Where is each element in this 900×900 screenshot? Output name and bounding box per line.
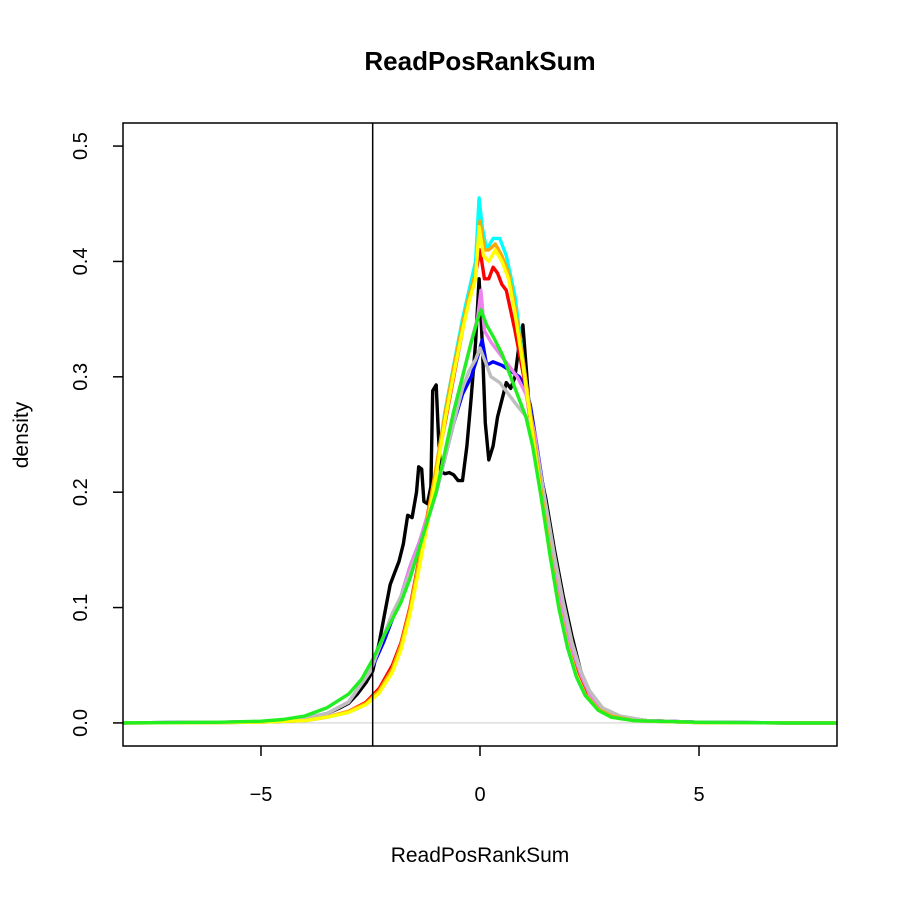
y-axis: 0.0 0.1 0.2 0.3 0.4 0.5 [70, 132, 123, 737]
series-line-5 [123, 346, 837, 725]
y-tick-label: 0.5 [70, 132, 92, 160]
series-line-9 [123, 308, 837, 725]
x-axis-label: ReadPosRankSum [391, 844, 570, 867]
series-layer [123, 196, 837, 725]
x-tick-label: 0 [474, 784, 485, 806]
x-tick-label: 5 [693, 784, 704, 806]
y-tick-label: 0.2 [70, 478, 92, 506]
series-line-2 [123, 338, 837, 725]
y-tick-label: 0.0 [70, 709, 92, 737]
x-axis: −5 0 5 [250, 746, 705, 806]
series-line-6 [123, 196, 837, 725]
y-tick-label: 0.3 [70, 363, 92, 391]
chart-title: ReadPosRankSum [364, 46, 595, 76]
y-axis-label: density [10, 401, 33, 468]
x-tick-label: −5 [250, 784, 273, 806]
series-line-4 [123, 288, 837, 725]
y-tick-label: 0.4 [70, 248, 92, 276]
y-tick-label: 0.1 [70, 594, 92, 622]
